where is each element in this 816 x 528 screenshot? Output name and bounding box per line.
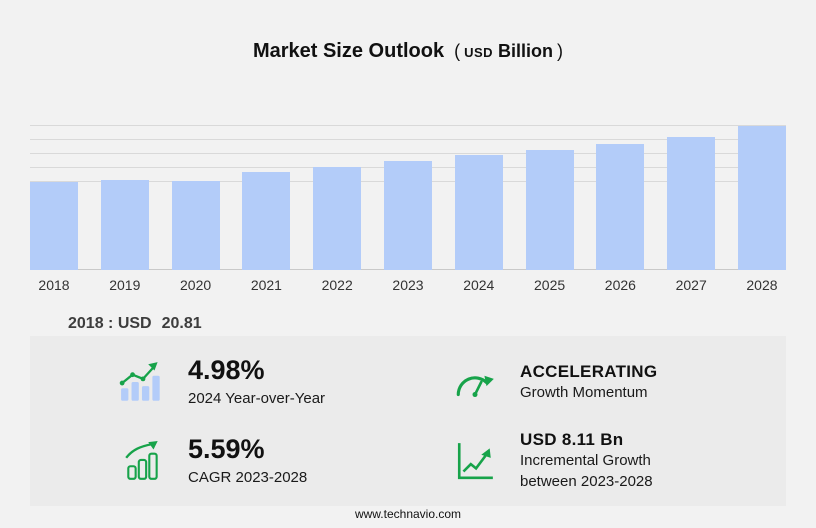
bar [454,155,503,270]
bar [171,180,220,270]
gridline [30,153,786,154]
title-paren-open: ( [454,41,461,61]
bar-label: 2023 [392,277,424,293]
bar-chart-trend-icon [118,361,168,403]
bar-label: 2024 [463,277,495,293]
stat-growth-momentum: ACCELERATING Growth Momentum [420,342,786,421]
market-size-bar-chart [30,118,786,270]
bar [100,180,149,270]
bar-label: 2020 [180,277,212,293]
incremental-growth-value: USD 8.11 Bn [520,430,624,450]
bar [667,137,716,270]
title-paren-close: ) [557,41,564,61]
bar-label: 2022 [321,277,353,293]
footer-url: www.technavio.com [354,507,462,521]
bar-label: 2027 [675,277,707,293]
bar-label: 2025 [534,277,566,293]
x-axis-labels: 2018 2019 2020 2021 2022 2023 2024 2025 2026 2027… [30,277,786,293]
incremental-growth-label-line1: Incremental Growth [520,452,651,470]
line-chart-icon [450,440,500,482]
bar-label: 2019 [109,277,141,293]
title-unit: Billion [498,41,554,61]
stat-yoy-growth: 4.98% 2024 Year-over-Year [30,342,420,421]
bar [313,166,362,270]
bar [525,150,574,270]
base-year-label: 2018 : USD [68,315,152,332]
page-title: Market Size Outlook (USD Billion) [0,40,816,63]
bar [596,143,645,270]
growth-bars-icon [118,440,168,482]
cagr-label: CAGR 2023-2028 [188,469,308,486]
title-text: Market Size Outlook [252,40,445,62]
stat-incremental-growth: USD 8.11 Bn Incremental Growth between 2… [420,421,786,500]
bar [383,160,432,270]
speedometer-icon [450,363,500,401]
yoy-growth-value: 4.98% [188,355,265,386]
incremental-growth-label-line2: between 2023-2028 [520,473,653,491]
growth-momentum-value: ACCELERATING [520,361,658,381]
bar [737,126,786,270]
cagr-value: 5.59% [188,434,265,465]
growth-momentum-label: Growth Momentum [520,383,648,401]
bar-label: 2021 [250,277,282,293]
bar-label: 2018 [38,277,70,293]
stat-cagr: 5.59% CAGR 2023-2028 [30,421,420,500]
bar [242,172,291,270]
base-year-value: 20.81 [161,315,202,332]
bar-label: 2028 [746,277,778,293]
bar [30,182,78,270]
title-currency: USD [464,45,494,60]
gridline [30,139,786,140]
bars-group [30,118,786,270]
bar-label: 2026 [604,277,636,293]
base-year-annotation: 2018 : USD 20.81 [68,315,202,333]
stats-panel: 4.98% 2024 Year-over-Year ACCELERATING G… [30,336,786,506]
gridline [30,125,786,126]
yoy-growth-label: 2024 Year-over-Year [188,390,326,407]
